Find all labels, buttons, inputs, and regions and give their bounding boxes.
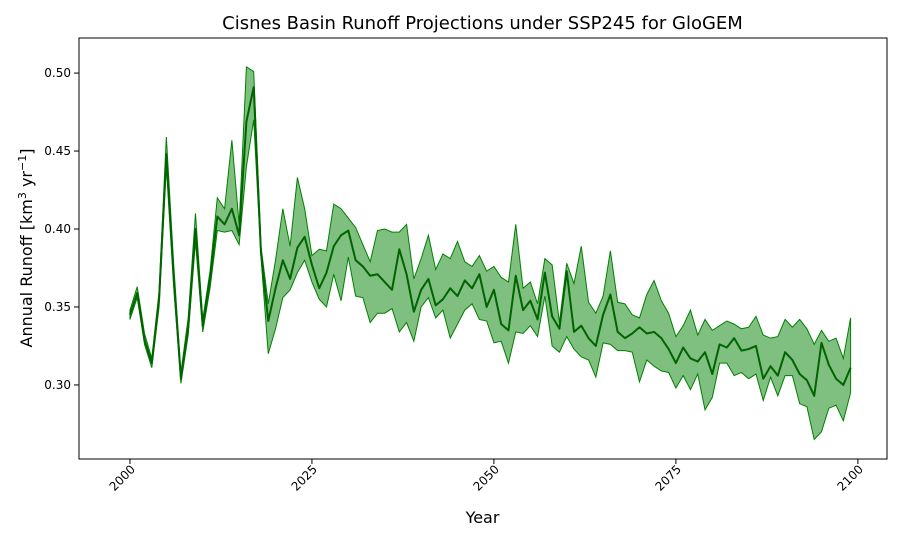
y-tick-label: 0.35 bbox=[44, 300, 71, 314]
y-axis-title-sup2: −1 bbox=[16, 155, 29, 171]
y-axis: 0.30 0.35 0.40 0.45 0.50 bbox=[44, 66, 79, 392]
y-axis-title-suffix: ] bbox=[17, 149, 36, 155]
x-tick-label: 2000 bbox=[107, 462, 138, 493]
plot-frame bbox=[78, 37, 888, 460]
y-tick-label: 0.45 bbox=[44, 144, 71, 158]
x-tick-label: 2025 bbox=[289, 462, 320, 493]
y-axis-title-prefix: Annual Runoff [km bbox=[17, 199, 36, 347]
y-tick-label: 0.30 bbox=[44, 378, 71, 392]
x-tick-label: 2075 bbox=[653, 462, 684, 493]
chart-title: Cisnes Basin Runoff Projections under SS… bbox=[222, 13, 743, 34]
y-tick-label: 0.50 bbox=[44, 66, 71, 80]
x-tick-label: 2100 bbox=[835, 462, 866, 493]
uncertainty-band bbox=[129, 65, 852, 441]
y-tick-label: 0.40 bbox=[44, 222, 71, 236]
plot-area bbox=[78, 37, 888, 460]
x-axis: 2000 2025 2050 2075 2100 bbox=[107, 459, 866, 494]
mean-runoff-line bbox=[129, 86, 852, 397]
y-axis-title: Annual Runoff [km3 yr−1] bbox=[16, 149, 37, 348]
y-axis-title-sup1: 3 bbox=[16, 192, 29, 199]
y-axis-title-mid: yr bbox=[17, 171, 36, 193]
x-axis-title: Year bbox=[465, 508, 500, 527]
x-tick-label: 2050 bbox=[471, 462, 502, 493]
